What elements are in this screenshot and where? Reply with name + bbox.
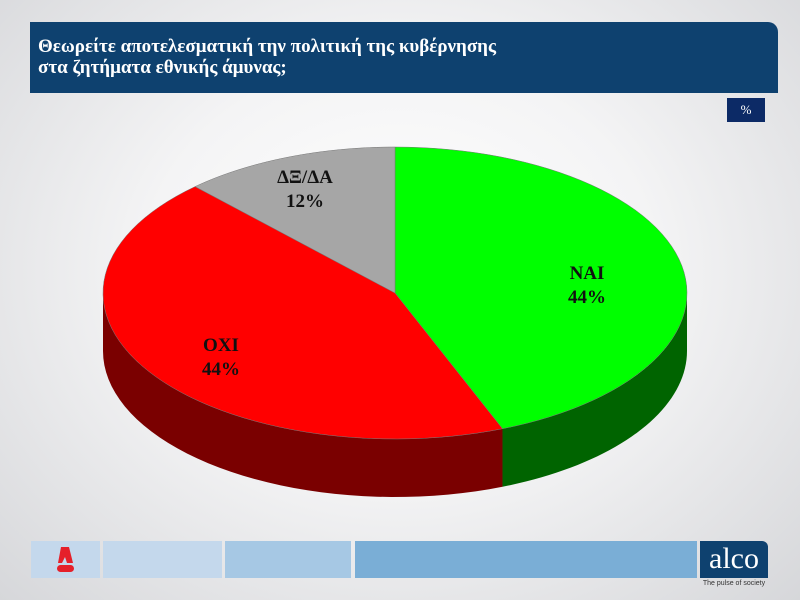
- pie-chart: ΝΑΙ 44% ΟΧΙ 44% ΔΞ/ΔΑ 12%: [102, 146, 688, 497]
- alpha-news-logo: [31, 541, 100, 578]
- unit-badge: %: [727, 98, 765, 122]
- pie-slice-0: [394, 146, 688, 430]
- footer-box-2: [225, 541, 351, 578]
- slice-value-2: 12%: [286, 191, 324, 212]
- slice-label-1: ΟΧΙ: [203, 335, 239, 356]
- footer-box-1: [103, 541, 222, 578]
- alco-logo: alco: [700, 541, 768, 578]
- pie-slice-1: [102, 186, 503, 440]
- pie-side-0: [502, 293, 687, 487]
- pie-slice-2: [194, 146, 396, 294]
- footer-box-3: [355, 541, 697, 578]
- question-header: Θεωρείτε αποτελεσματική την πολιτική της…: [30, 22, 778, 93]
- title-line-2: στα ζητήματα εθνικής άμυνας;: [38, 57, 287, 78]
- slice-value-0: 44%: [568, 287, 606, 308]
- alco-tagline: The pulse of society: [702, 580, 766, 587]
- title-line-1: Θεωρείτε αποτελεσματική την πολιτική της…: [38, 36, 496, 57]
- slice-value-1: 44%: [202, 359, 240, 380]
- slice-label-2: ΔΞ/ΔΑ: [277, 167, 333, 188]
- slice-label-0: ΝΑΙ: [570, 263, 605, 284]
- pie-side-1: [103, 293, 503, 497]
